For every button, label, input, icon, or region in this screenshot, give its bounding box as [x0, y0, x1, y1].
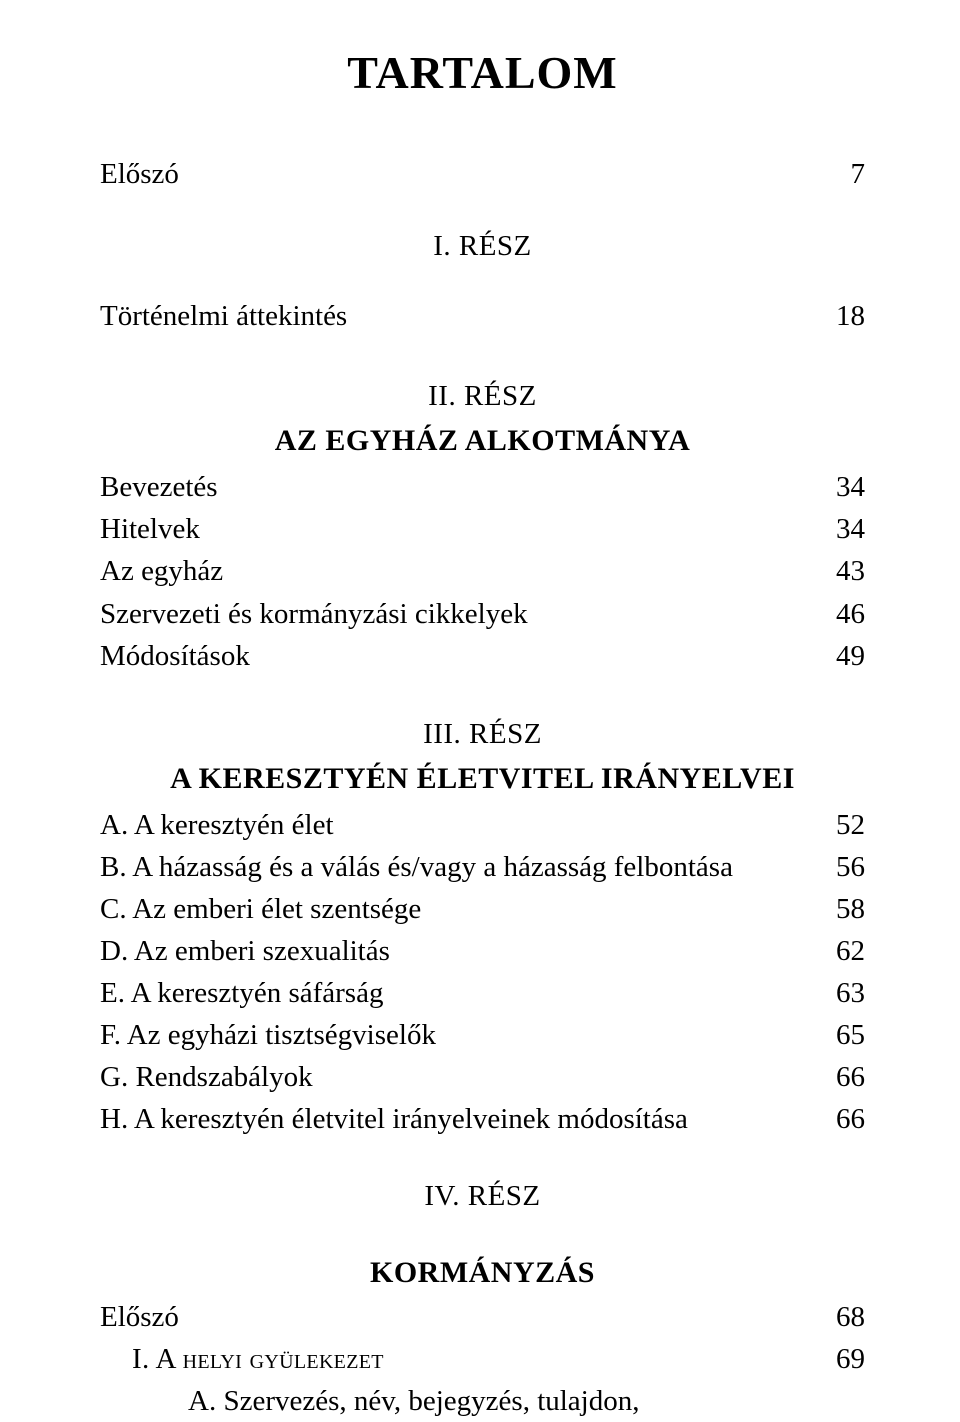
toc-page-number: 56	[805, 846, 865, 888]
toc-label: Előszó	[100, 1296, 805, 1338]
toc-page-number: 68	[805, 1296, 865, 1338]
toc-label: C. Az emberi élet szentsége	[100, 888, 805, 930]
toc-page-number: 62	[805, 930, 865, 972]
toc-label: D. Az emberi szexualitás	[100, 930, 805, 972]
toc-page-number: 66	[805, 1098, 865, 1140]
section-title-3: A KERESZTYÉN ÉLETVITEL IRÁNYELVEI	[100, 757, 865, 801]
toc-row-i-a: A. Szervezés, név, bejegyzés, tulajdon,	[100, 1380, 865, 1422]
toc-page-number: 49	[805, 635, 865, 677]
page: TARTALOM Előszó 7 I. RÉSZ Történelmi átt…	[0, 0, 960, 1407]
toc-page-number: 58	[805, 888, 865, 930]
toc-label: Módosítások	[100, 635, 805, 677]
toc-row-preface-4: Előszó 68	[100, 1296, 865, 1338]
part-heading-3: III. RÉSZ	[100, 713, 865, 755]
toc-label: Bevezetés	[100, 466, 805, 508]
toc-label: G. Rendszabályok	[100, 1056, 805, 1098]
toc-label: H. A keresztyén életvitel irányelveinek …	[100, 1098, 805, 1140]
toc-row: D. Az emberi szexualitás 62	[100, 930, 865, 972]
toc-label: A. Szervezés, név, bejegyzés, tulajdon,	[100, 1380, 805, 1422]
toc-label: Hitelvek	[100, 508, 805, 550]
toc-page-number: 18	[805, 295, 865, 337]
toc-row: Bevezetés 34	[100, 466, 865, 508]
toc-page-number: 7	[805, 153, 865, 195]
toc-page-number: 34	[805, 508, 865, 550]
toc-page-number	[805, 1380, 865, 1422]
toc-row: Szervezeti és kormányzási cikkelyek 46	[100, 593, 865, 635]
part-heading-2: II. RÉSZ	[100, 375, 865, 417]
toc-page-number: 65	[805, 1014, 865, 1056]
toc-label: Szervezeti és kormányzási cikkelyek	[100, 593, 805, 635]
toc-page-number: 43	[805, 550, 865, 592]
toc-label: Az egyház	[100, 550, 805, 592]
toc-row: G. Rendszabályok 66	[100, 1056, 865, 1098]
toc-label: A. A keresztyén élet	[100, 804, 805, 846]
toc-row-i: I. A helyi gyülekezet 69	[100, 1338, 865, 1380]
toc-row: F. Az egyházi tisztségviselők 65	[100, 1014, 865, 1056]
toc-label: B. A házasság és a válás és/vagy a házas…	[100, 846, 805, 888]
toc-row: Az egyház 43	[100, 550, 865, 592]
toc-row: Módosítások 49	[100, 635, 865, 677]
toc-label: F. Az egyházi tisztségviselők	[100, 1014, 805, 1056]
toc-row: A. A keresztyén élet 52	[100, 804, 865, 846]
toc-label: Előszó	[100, 153, 805, 195]
part-heading-1: I. RÉSZ	[100, 225, 865, 267]
page-title: TARTALOM	[100, 40, 865, 107]
toc-label: E. A keresztyén sáfárság	[100, 972, 805, 1014]
section-title-4: KORMÁNYZÁS	[100, 1251, 865, 1295]
toc-row: Hitelvek 34	[100, 508, 865, 550]
section-title-2: AZ EGYHÁZ ALKOTMÁNYA	[100, 419, 865, 463]
toc-row: Történelmi áttekintés 18	[100, 295, 865, 337]
toc-page-number: 69	[805, 1338, 865, 1380]
toc-label: I. A helyi gyülekezet	[100, 1338, 805, 1380]
toc-row: C. Az emberi élet szentsége 58	[100, 888, 865, 930]
toc-page-number: 34	[805, 466, 865, 508]
toc-row: H. A keresztyén életvitel irányelveinek …	[100, 1098, 865, 1140]
part-heading-4: IV. RÉSZ	[100, 1175, 865, 1217]
toc-page-number: 66	[805, 1056, 865, 1098]
toc-page-number: 46	[805, 593, 865, 635]
toc-row-preface: Előszó 7	[100, 153, 865, 195]
toc-row: E. A keresztyén sáfárság 63	[100, 972, 865, 1014]
toc-page-number: 63	[805, 972, 865, 1014]
toc-row: B. A házasság és a válás és/vagy a házas…	[100, 846, 865, 888]
toc-label: Történelmi áttekintés	[100, 295, 805, 337]
toc-page-number: 52	[805, 804, 865, 846]
